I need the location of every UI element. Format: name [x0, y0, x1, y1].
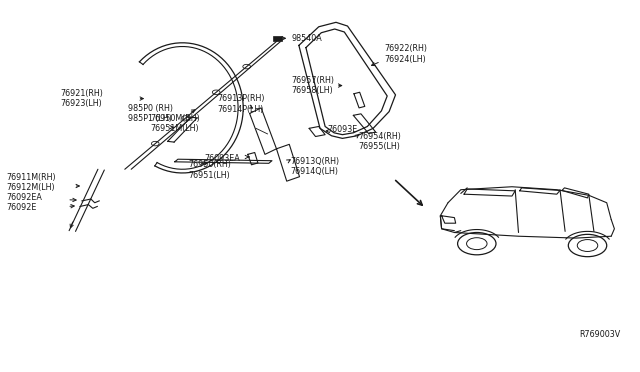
Text: 76922(RH)
76924(LH): 76922(RH) 76924(LH): [384, 44, 427, 64]
Text: 98540A: 98540A: [291, 34, 322, 43]
Text: 76093E: 76093E: [328, 125, 358, 134]
Text: 76950(RH)
76951(LH): 76950(RH) 76951(LH): [189, 160, 232, 180]
Text: 76092EA
76092E: 76092EA 76092E: [6, 193, 42, 212]
Text: 76913P(RH)
76914P(LH): 76913P(RH) 76914P(LH): [218, 94, 265, 114]
Text: 985P0 (RH)
985P1 (LH): 985P0 (RH) 985P1 (LH): [128, 104, 173, 123]
Text: 76950M(RH)
76951M(LH): 76950M(RH) 76951M(LH): [150, 114, 200, 133]
Text: R769003V: R769003V: [579, 330, 620, 339]
Text: 76921(RH)
76923(LH): 76921(RH) 76923(LH): [61, 89, 104, 108]
Bar: [273, 36, 282, 41]
Text: 76911M(RH)
76912M(LH): 76911M(RH) 76912M(LH): [6, 173, 56, 192]
Text: 76954(RH)
76955(LH): 76954(RH) 76955(LH): [358, 132, 401, 151]
Text: 76957(RH)
76958(LH): 76957(RH) 76958(LH): [291, 76, 334, 95]
Text: 76093EA: 76093EA: [205, 154, 241, 163]
Text: 76913Q(RH)
76914Q(LH): 76913Q(RH) 76914Q(LH): [290, 157, 339, 176]
